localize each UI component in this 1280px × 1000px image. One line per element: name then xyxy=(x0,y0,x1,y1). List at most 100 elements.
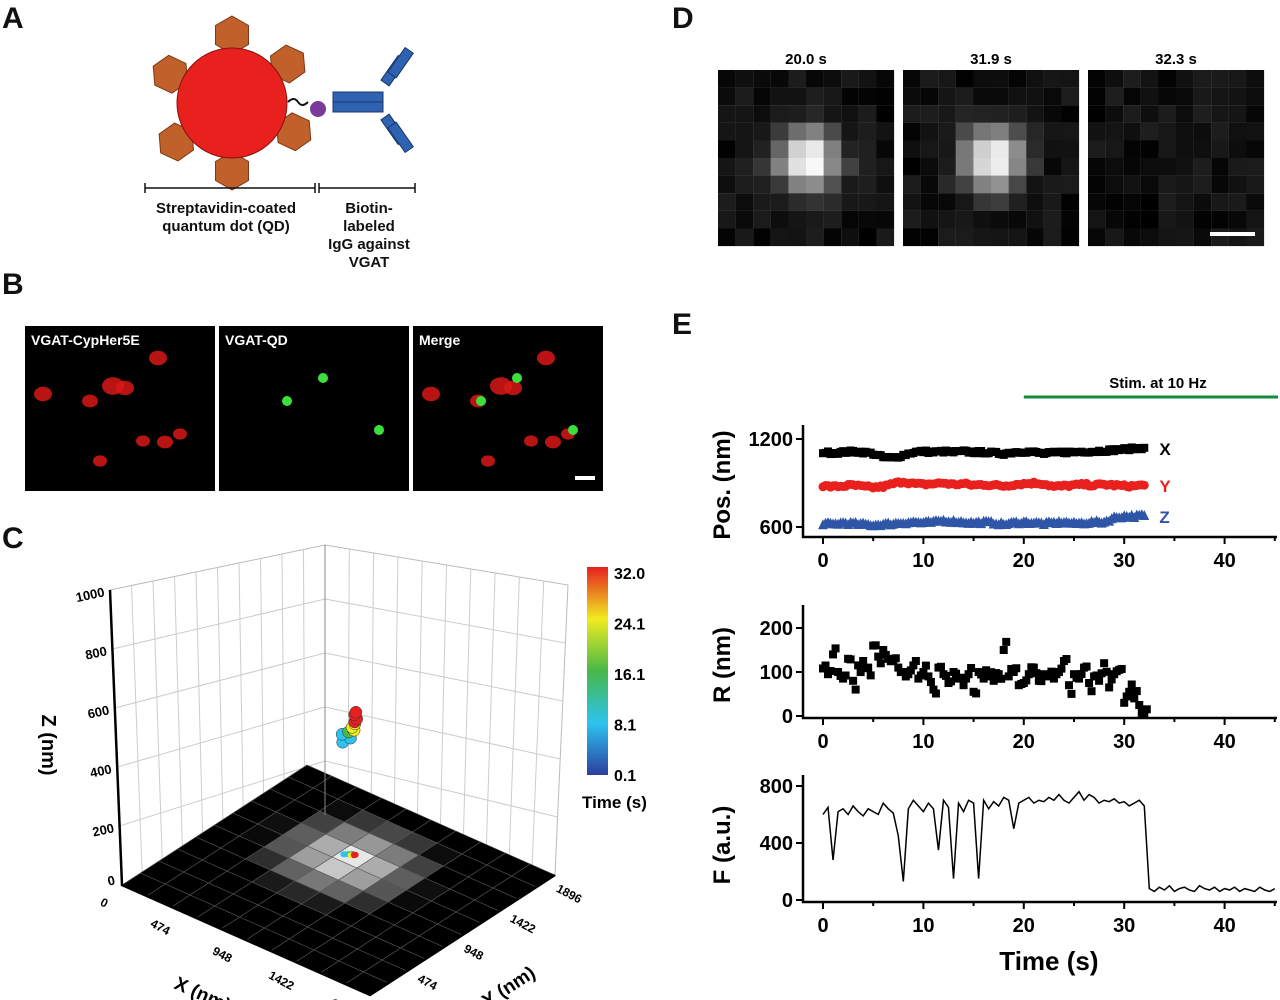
image-pixel xyxy=(1176,210,1194,229)
image-pixel xyxy=(991,70,1009,88)
image-pixel xyxy=(1088,70,1106,88)
x-tick-label: 20 xyxy=(1013,915,1035,937)
igg-antibody xyxy=(332,46,414,154)
x-tick-label: 0 xyxy=(98,895,111,911)
image-pixel xyxy=(991,140,1009,159)
y-axis-label: F (a.u.) xyxy=(709,806,736,885)
y-tick-label: 948 xyxy=(462,941,487,963)
image-pixel xyxy=(876,87,895,106)
image-pixel xyxy=(903,87,921,106)
image-pixel xyxy=(973,87,992,106)
image-pixel xyxy=(1246,228,1265,247)
data-point xyxy=(1044,672,1053,681)
image-pixel xyxy=(1123,175,1141,194)
image-pixel xyxy=(1193,122,1212,141)
grid-line xyxy=(462,568,472,852)
image-pixel xyxy=(1158,105,1177,123)
colorbar-tick-label: 16.1 xyxy=(614,667,645,684)
image-pixel xyxy=(1211,193,1229,211)
image-pixel xyxy=(955,228,974,247)
data-point xyxy=(926,678,935,687)
data-point xyxy=(979,674,988,683)
axis-line xyxy=(801,425,1277,539)
image-pixel xyxy=(973,158,992,176)
data-point xyxy=(821,661,830,670)
image-pixel xyxy=(991,122,1009,141)
z-axis-label: Z (nm) xyxy=(37,714,59,775)
image-pixel xyxy=(1026,158,1044,176)
image-pixel xyxy=(1193,175,1212,194)
image-pixel xyxy=(841,210,859,229)
image-pixel xyxy=(1140,158,1159,176)
image-pixel xyxy=(770,122,789,141)
image-pixel xyxy=(858,122,877,141)
image-pixel xyxy=(823,70,842,88)
image-pixel xyxy=(938,140,956,159)
x-tick-label: 40 xyxy=(1213,550,1235,572)
qd-spot xyxy=(476,396,486,406)
image-pixel xyxy=(770,140,789,159)
image-pixel xyxy=(770,70,789,88)
image-pixel xyxy=(1228,87,1247,106)
image-pixel xyxy=(806,228,824,247)
panel-label-b: B xyxy=(2,268,24,301)
image-pixel xyxy=(841,228,859,247)
grid-line xyxy=(347,548,350,822)
igg-chain xyxy=(332,101,384,113)
image-pixel xyxy=(920,158,939,176)
qd-caption: Streptavidin-coated quantum dot (QD) xyxy=(155,200,297,235)
x-tick-label: 1422 xyxy=(266,968,296,993)
image-pixel xyxy=(770,158,789,176)
image-pixel xyxy=(876,158,895,176)
image-pixel xyxy=(1043,228,1062,247)
fluorescence-trace xyxy=(822,790,1276,893)
image-pixel xyxy=(1140,228,1159,247)
image-pixel xyxy=(806,210,824,229)
image-pixel xyxy=(753,105,771,123)
image-pixel xyxy=(1088,105,1106,123)
data-point xyxy=(987,668,996,677)
y-tick-label: 474 xyxy=(415,971,440,993)
image-pixel xyxy=(903,210,921,229)
vgat-cluster xyxy=(82,394,98,408)
image-pixel xyxy=(1008,193,1027,211)
image-pixel xyxy=(876,228,895,247)
image-pixel xyxy=(718,87,736,106)
image-pixel xyxy=(770,210,789,229)
data-point xyxy=(957,673,966,682)
data-point xyxy=(1085,679,1094,687)
image-pixel xyxy=(1043,70,1062,88)
image-pixel xyxy=(1193,228,1212,247)
image-pixel xyxy=(1211,175,1229,194)
data-point xyxy=(894,663,903,672)
image-pixel xyxy=(1193,158,1212,176)
image-pixel xyxy=(1140,193,1159,211)
image-pixel xyxy=(1158,122,1177,141)
image-pixel xyxy=(1211,122,1229,141)
image-pixel xyxy=(991,210,1009,229)
colorbar-tick-label: 32.0 xyxy=(614,566,645,583)
data-point xyxy=(1029,663,1038,672)
image-pixel xyxy=(1061,193,1080,211)
image-pixel xyxy=(920,193,939,211)
grid-line xyxy=(439,564,447,846)
image-pixel xyxy=(1228,193,1247,211)
image-pixel xyxy=(1140,87,1159,106)
data-point xyxy=(879,646,888,654)
data-point xyxy=(1120,698,1129,707)
image-pixel xyxy=(938,70,956,88)
grid-line xyxy=(119,760,326,827)
x-tick-label: 0 xyxy=(817,550,828,572)
image-pixel xyxy=(991,87,1009,106)
image-pixel xyxy=(718,175,736,194)
image-pixel xyxy=(903,140,921,159)
image-pixel xyxy=(1043,122,1062,141)
data-point xyxy=(977,670,986,679)
image-pixel xyxy=(1193,140,1212,159)
vgat-cluster xyxy=(116,380,134,396)
image-pixel xyxy=(920,140,939,159)
x-tick-label: 0 xyxy=(817,915,828,937)
data-point xyxy=(1022,676,1031,685)
image-pixel xyxy=(1123,193,1141,211)
image-pixel xyxy=(788,228,807,247)
